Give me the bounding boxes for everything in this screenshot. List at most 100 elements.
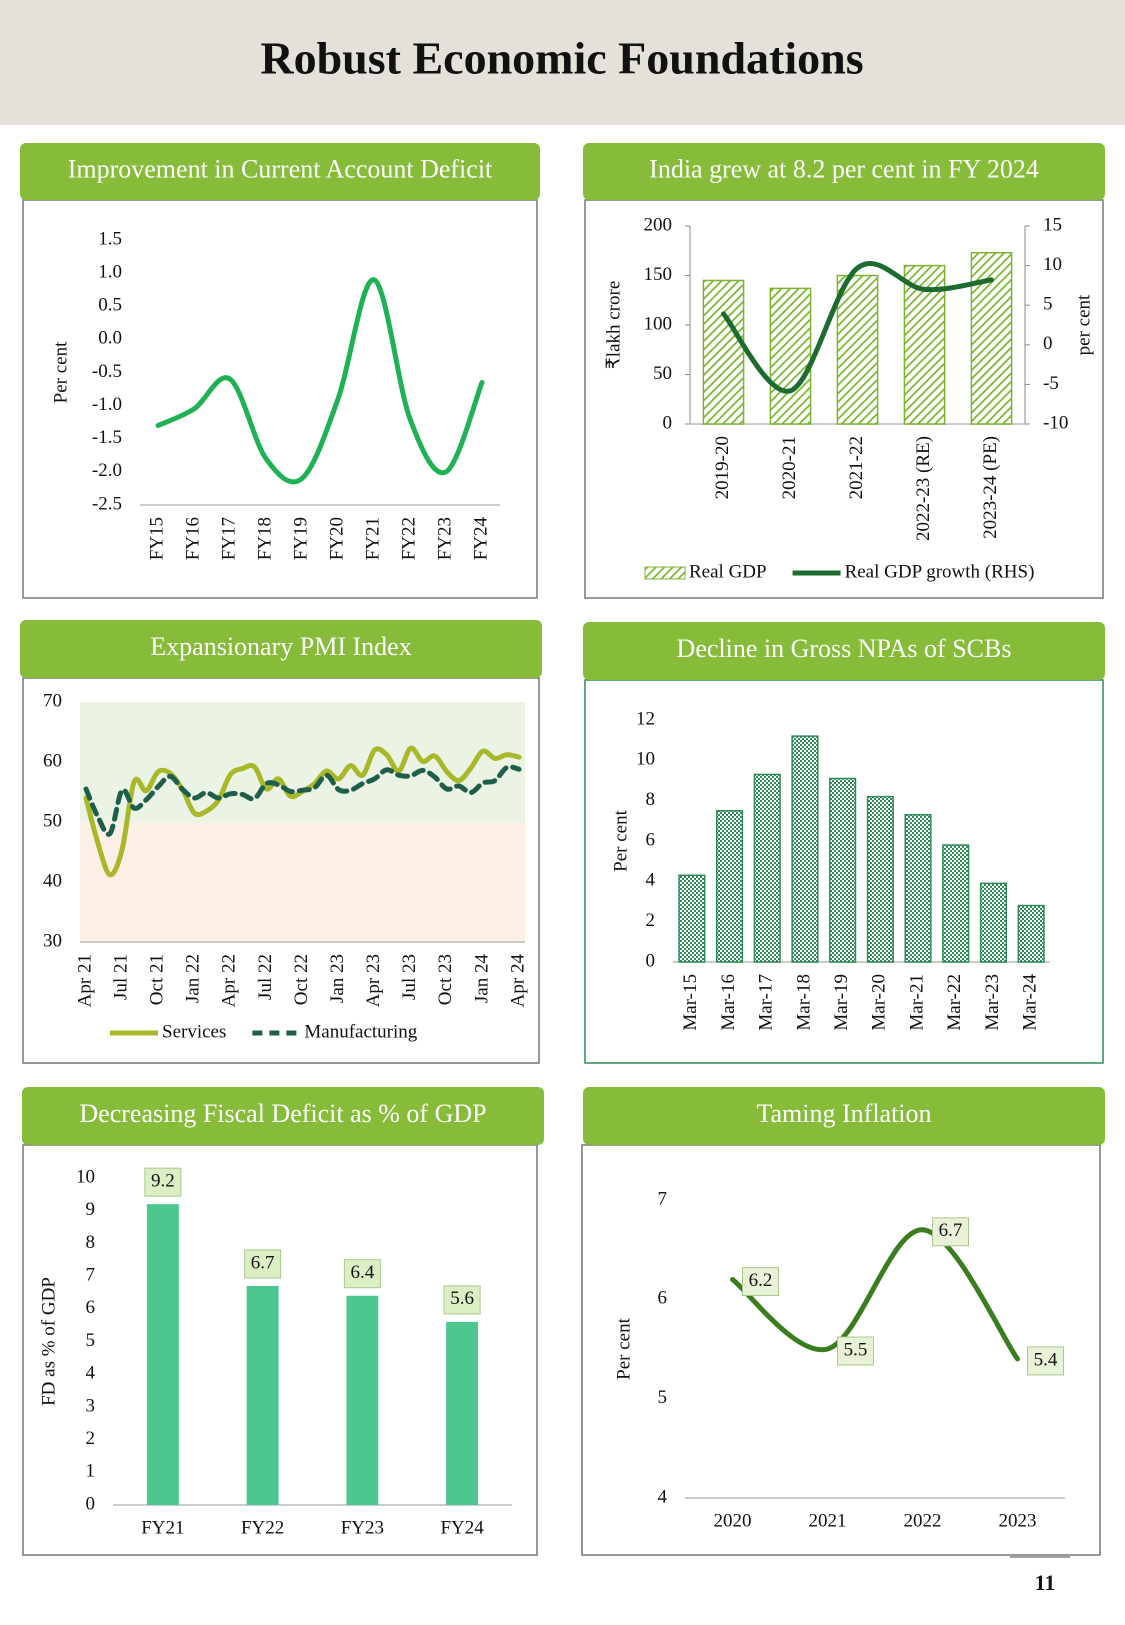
data-label: 6.2 [749, 1270, 773, 1291]
bar [791, 735, 819, 963]
bar [753, 773, 781, 963]
x-tick-label: FY21 [362, 517, 383, 560]
y-tick-label: 12 [636, 708, 655, 729]
panel-header [583, 1087, 1105, 1145]
bar [1017, 904, 1045, 963]
data-label: 5.6 [450, 1288, 474, 1309]
y-tick-label: 50 [43, 810, 62, 831]
background-band [80, 702, 525, 822]
x-tick-label: FY23 [341, 1517, 384, 1538]
y-tick-label: 1 [86, 1461, 96, 1482]
y-tick-label: 5 [86, 1330, 96, 1351]
y-axis-label: Per cent [50, 341, 71, 403]
bar [979, 882, 1008, 963]
line [83, 764, 522, 837]
x-tick-label: Apr 22 [219, 954, 240, 1007]
x-tick-label: Mar-24 [1020, 974, 1041, 1031]
data-label: 6.7 [939, 1220, 963, 1241]
panel-header [22, 1087, 544, 1145]
panel-title: Improvement in Current Account Deficit [68, 154, 493, 183]
y-tick-label: 60 [43, 750, 62, 771]
y-tick-label: 0.5 [98, 295, 122, 316]
data-label-box [1027, 1346, 1064, 1376]
y-tick-label: -1.5 [92, 427, 122, 448]
line [155, 277, 485, 485]
y-tick-label: 2 [86, 1428, 96, 1449]
y-tick-label: 9 [86, 1199, 96, 1220]
y-tick-label: 50 [653, 363, 672, 384]
x-tick-label: 2021 [809, 1510, 847, 1531]
y-tick-label: 40 [43, 870, 62, 891]
y-tick-label: 1.0 [98, 261, 122, 282]
x-tick-label: Mar-17 [756, 974, 777, 1031]
page-number: 11 [1035, 1570, 1056, 1595]
legend-swatch [644, 566, 686, 580]
y-tick-label: 150 [644, 264, 673, 285]
bar [904, 814, 932, 963]
y-tick-label: 4 [86, 1363, 96, 1384]
x-tick-label: 2019-20 [712, 436, 733, 499]
data-label: 6.4 [351, 1262, 375, 1283]
data-label: 9.2 [151, 1171, 175, 1192]
data-label: 5.4 [1034, 1349, 1058, 1370]
x-tick-label: FY24 [440, 1517, 484, 1538]
bar [903, 264, 946, 425]
y-tick-label: -10 [1043, 412, 1068, 433]
legend-label: Manufacturing [304, 1021, 417, 1042]
y-tick-label: 0 [646, 950, 656, 971]
x-tick-label: Oct 23 [435, 954, 456, 1005]
x-tick-label: Jul 23 [399, 954, 420, 1000]
y-axis-label: ₹lakh crore [603, 281, 624, 370]
x-tick-label: Jul 21 [110, 954, 131, 1000]
x-tick-label: FY18 [254, 517, 275, 560]
x-tick-label: Apr 21 [74, 954, 95, 1007]
bar [246, 1285, 279, 1505]
x-tick-label: Mar-20 [869, 974, 890, 1031]
y-tick-label: -5 [1043, 373, 1059, 394]
y-tick-label: 8 [86, 1232, 96, 1253]
x-tick-label: FY19 [290, 517, 311, 560]
data-label-box [343, 1259, 381, 1289]
y-tick-label: 2 [646, 910, 656, 931]
data-label: 5.5 [844, 1339, 868, 1360]
bar [829, 777, 857, 963]
y-tick-label: 70 [43, 690, 62, 711]
y-tick-label: 10 [636, 749, 655, 770]
background-band [80, 822, 525, 942]
x-tick-label: Jan 24 [471, 954, 492, 1004]
x-tick-label: Jul 22 [255, 954, 276, 1000]
x-tick-label: FY22 [241, 1517, 284, 1538]
x-tick-label: FY17 [218, 517, 239, 560]
panel-title: Decreasing Fiscal Deficit as % of GDP [79, 1099, 486, 1128]
bar [769, 287, 812, 425]
y-tick-label: 0 [663, 412, 673, 433]
x-tick-label: 2023 [999, 1510, 1037, 1531]
x-tick-label: Mar-22 [944, 974, 965, 1031]
y-tick-label: 15 [1043, 214, 1062, 235]
x-tick-label: Mar-15 [680, 974, 701, 1031]
x-tick-label: 2020 [714, 1510, 752, 1531]
y-axis-label: Per cent [613, 1317, 634, 1379]
x-tick-label: 2022 [904, 1510, 942, 1531]
data-label-box [443, 1285, 481, 1315]
bar [715, 810, 744, 963]
x-tick-label: FY15 [146, 517, 167, 560]
y-tick-label: 6 [658, 1288, 668, 1309]
bar [942, 844, 970, 963]
bar [678, 874, 706, 963]
x-tick-label: FY20 [326, 517, 347, 560]
x-tick-label: FY21 [141, 1517, 184, 1538]
x-tick-label: Mar-16 [718, 974, 739, 1031]
y-tick-label: 100 [644, 313, 673, 334]
bar [702, 279, 745, 425]
data-label-box [244, 1249, 282, 1279]
panel-body [22, 199, 538, 599]
x-tick-label: Mar-21 [906, 974, 927, 1031]
legend-label: Real GDP [689, 561, 767, 582]
legend-label: Real GDP growth (RHS) [845, 561, 1035, 582]
y-tick-label: 10 [76, 1166, 95, 1187]
bar [866, 795, 894, 963]
y-tick-label: 200 [644, 214, 673, 235]
y-tick-label: 7 [86, 1264, 96, 1285]
